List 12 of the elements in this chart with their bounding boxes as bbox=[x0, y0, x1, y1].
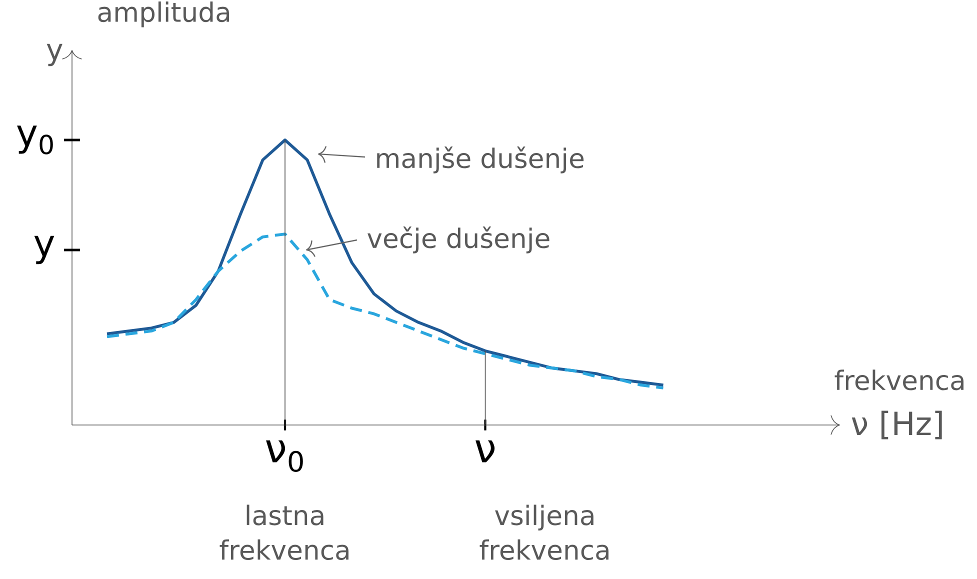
text: ν [Hz] bbox=[852, 410, 942, 440]
annotation: manjše dušenje bbox=[377, 146, 584, 174]
x-tick-label: ν bbox=[476, 440, 495, 462]
text: lastna frekvenca bbox=[220, 504, 348, 560]
text: frekvenca bbox=[834, 370, 964, 390]
y-axis-title: y bbox=[46, 44, 62, 66]
x-tick-label: ν$_{0}$ bbox=[266, 440, 303, 472]
text: amplituda bbox=[98, 1, 230, 28]
text: y bbox=[34, 236, 54, 264]
annotation: večje dušenje bbox=[368, 226, 550, 254]
text: vsiljena frekvenca bbox=[480, 504, 608, 560]
text: y$_{0}$ bbox=[17, 126, 53, 154]
